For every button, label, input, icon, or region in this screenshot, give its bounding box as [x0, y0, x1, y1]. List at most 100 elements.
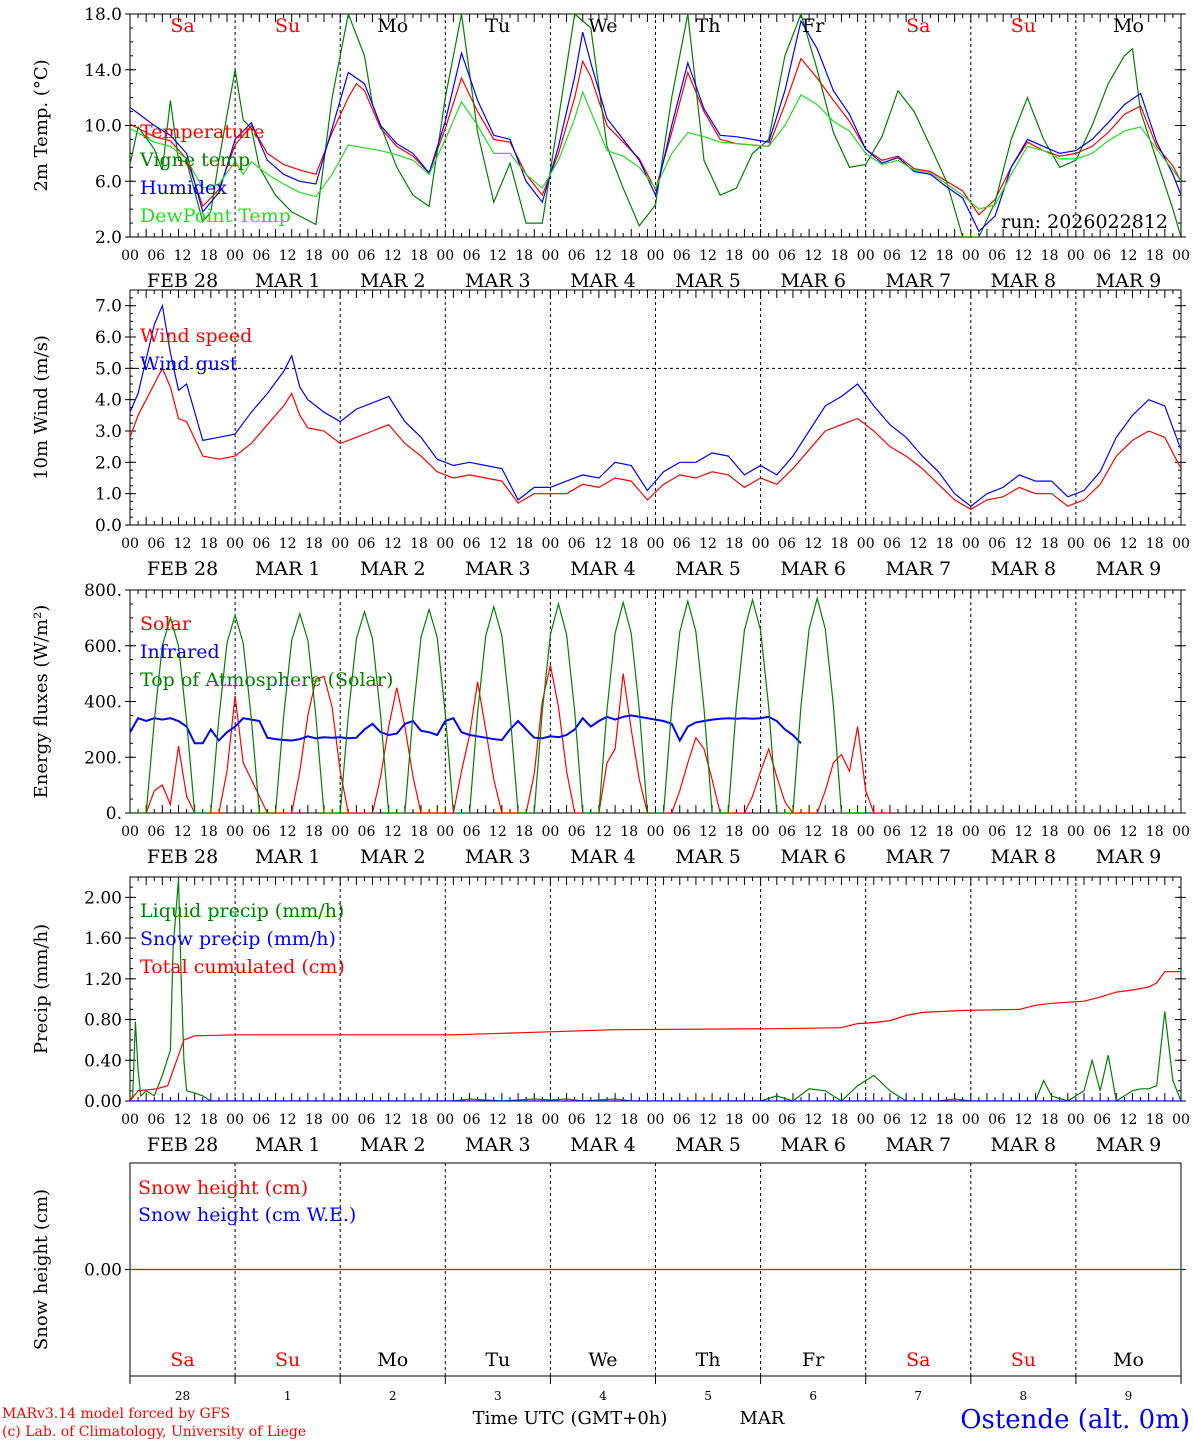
- x-date-label: MAR 5: [675, 270, 741, 292]
- x-hour-label: 06: [147, 824, 165, 840]
- x-hour-label: 06: [988, 248, 1006, 264]
- x-hour-label: 00: [226, 248, 244, 264]
- series-group: [130, 303, 1181, 510]
- x-hour-label: 00: [962, 824, 980, 840]
- x-hour-label: 18: [410, 1112, 428, 1128]
- x-hour-label: 00: [857, 824, 875, 840]
- y-axis-label: 10m Wind (m/s): [31, 335, 52, 480]
- x-hour-label: 12: [909, 248, 927, 264]
- x-hour-label: 00: [331, 248, 349, 264]
- day-number-label: 5: [704, 1389, 712, 1403]
- x-hour-label: 12: [594, 1112, 612, 1128]
- y-tick-label: 7.0: [95, 297, 122, 317]
- series-dewpoint-temp: [130, 90, 1181, 210]
- x-date-label: MAR 3: [465, 270, 531, 292]
- y-tick-label: 1.60: [84, 929, 122, 949]
- y-tick-label: 6.0: [95, 172, 122, 192]
- weekday-label: Mo: [1113, 1349, 1144, 1371]
- day-number-label: 9: [1125, 1389, 1133, 1403]
- legend-entry: DewPoint Temp: [140, 205, 291, 227]
- panel-5: 0.00 Snow height (cm) Snow height (cm) Snow…: [31, 1162, 1186, 1403]
- panel-1: 2.0 6.0 10.0 14.0 18.0 2m Temp. (°C) Temperatu…: [31, 5, 1190, 292]
- x-hour-label: 18: [200, 248, 218, 264]
- x-hour-label: 00: [541, 248, 559, 264]
- x-hour-label: 12: [384, 1112, 402, 1128]
- x-hour-label: 18: [831, 536, 849, 552]
- y-tick-label: 2.0: [95, 228, 122, 248]
- series-humidex: [130, 19, 1181, 233]
- x-hour-label: 00: [226, 536, 244, 552]
- x-hour-label: 18: [936, 248, 954, 264]
- x-date-label: MAR 4: [570, 558, 636, 580]
- x-date-label: FEB 28: [147, 270, 218, 292]
- x-hour-label: 18: [200, 824, 218, 840]
- y-tick-label: 18.0: [84, 5, 122, 25]
- x-hour-label: 18: [620, 248, 638, 264]
- x-hour-label: 06: [358, 536, 376, 552]
- x-date-label: MAR 1: [255, 846, 321, 868]
- x-hour-label: 06: [463, 536, 481, 552]
- x-hour-label: 12: [1014, 536, 1032, 552]
- weekday-label: Sa: [170, 15, 194, 37]
- day-number-label: 2: [389, 1389, 397, 1403]
- x-hour-label: 00: [1067, 536, 1085, 552]
- x-date-label: MAR 2: [360, 558, 426, 580]
- legend-entry: Snow height (cm): [138, 1177, 308, 1199]
- series-infrared: [130, 714, 802, 745]
- weekday-label: Th: [696, 15, 721, 37]
- day-number-label: 3: [494, 1389, 502, 1403]
- x-hour-label: 12: [1014, 248, 1032, 264]
- x-date-label: MAR 7: [885, 846, 951, 868]
- weekday-label: Su: [1011, 15, 1036, 37]
- x-hour-label: 12: [489, 824, 507, 840]
- x-hour-label: 00: [752, 536, 770, 552]
- x-date-label: MAR 6: [780, 1134, 846, 1156]
- y-tick-label: 0.80: [84, 1011, 122, 1031]
- x-hour-label: 18: [1041, 248, 1059, 264]
- x-hour-label: 00: [541, 536, 559, 552]
- x-hour-label: 00: [1172, 1112, 1190, 1128]
- weekday-label: Su: [1011, 1349, 1036, 1371]
- y-tick-label: 2.00: [84, 888, 122, 908]
- x-date-label: FEB 28: [147, 846, 218, 868]
- x-hour-label: 18: [305, 248, 323, 264]
- x-hour-label: 06: [252, 1112, 270, 1128]
- x-hour-label: 18: [725, 824, 743, 840]
- x-date-label: MAR 1: [255, 558, 321, 580]
- x-hour-label: 18: [725, 248, 743, 264]
- x-date-label: MAR 3: [465, 1134, 531, 1156]
- y-axis-label: Precip (mm/h): [31, 924, 52, 1054]
- series-wind-gust: [130, 303, 1181, 507]
- weekday-label: Su: [275, 1349, 300, 1371]
- x-date-label: MAR 6: [780, 846, 846, 868]
- x-hour-label: 18: [1041, 536, 1059, 552]
- x-date-label: MAR 2: [360, 270, 426, 292]
- weekday-label: Fr: [802, 15, 825, 37]
- day-number-label: 6: [809, 1389, 817, 1403]
- x-hour-label: 12: [279, 248, 297, 264]
- y-axis-label: Energy fluxes (W/m²): [31, 605, 52, 799]
- series-liquid-precip-mm-h-: [130, 878, 1181, 1101]
- x-hour-label: 00: [541, 824, 559, 840]
- x-hour-label: 06: [778, 536, 796, 552]
- weekday-label: We: [588, 15, 617, 37]
- weekday-label: Tu: [485, 15, 510, 37]
- x-hour-label: 06: [463, 1112, 481, 1128]
- x-hour-label: 12: [174, 536, 192, 552]
- weekday-label: Sa: [906, 1349, 930, 1371]
- x-hour-label: 06: [1093, 824, 1111, 840]
- x-hour-label: 12: [699, 536, 717, 552]
- x-hour-label: 00: [752, 248, 770, 264]
- x-hour-label: 12: [174, 824, 192, 840]
- panel-2: 0.0 1.0 2.0 3.0 4.0 5.0 6.0 7.0 10m Wind (m/s) Wi…: [31, 289, 1190, 580]
- x-hour-label: 18: [831, 824, 849, 840]
- x-hour-label: 00: [331, 824, 349, 840]
- y-tick-label: 10.0: [84, 117, 122, 137]
- x-date-label: MAR 5: [675, 846, 741, 868]
- x-hour-label: 12: [804, 824, 822, 840]
- x-hour-label: 00: [1067, 824, 1085, 840]
- x-hour-label: 00: [1067, 248, 1085, 264]
- series-group: [130, 14, 1181, 237]
- x-hour-label: 06: [988, 1112, 1006, 1128]
